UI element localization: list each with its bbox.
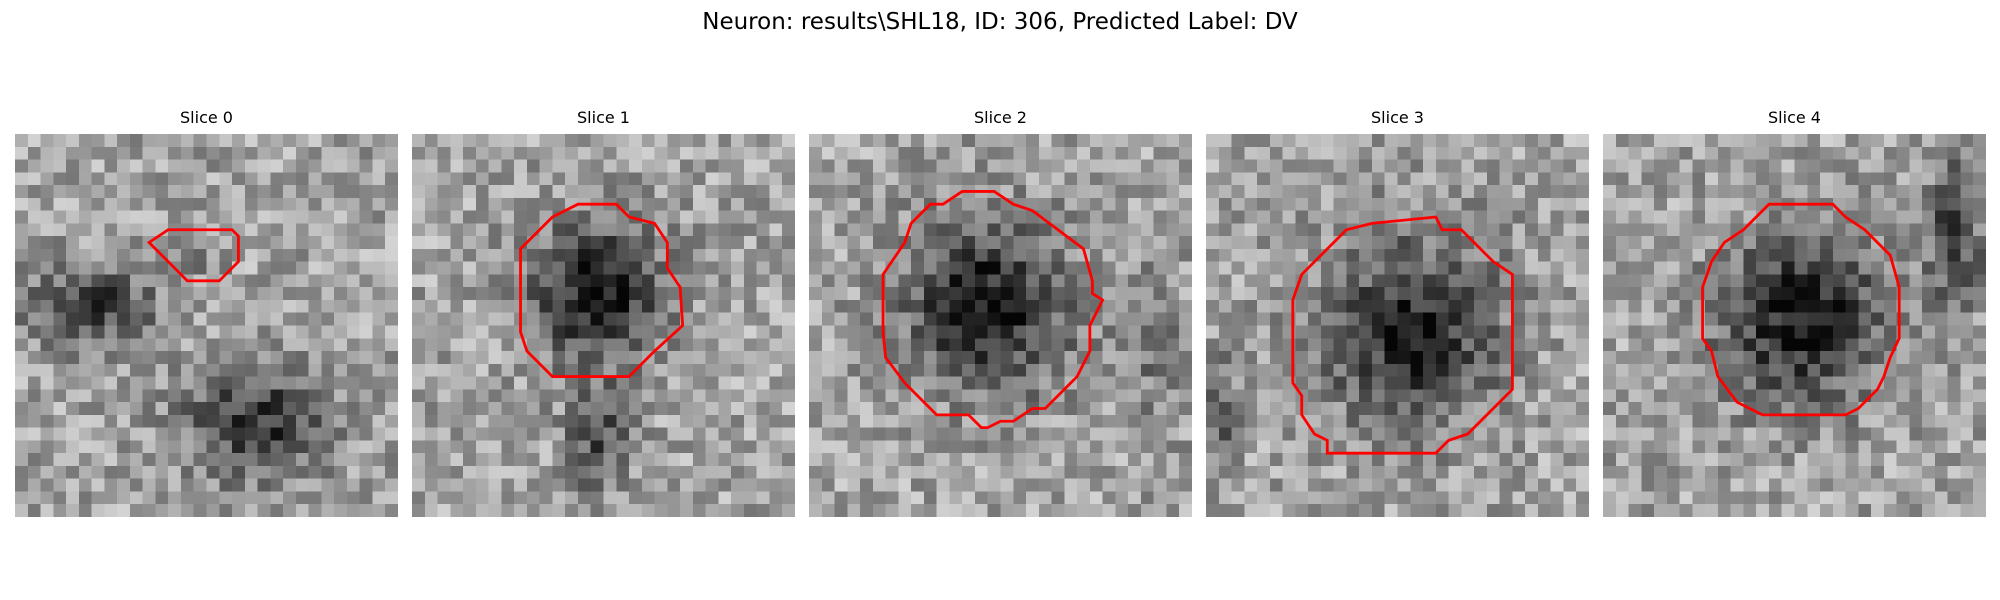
figure-title: Neuron: results\SHL18, ID: 306, Predicte…: [702, 9, 1298, 35]
slice-panel-2: Slice 2: [809, 108, 1192, 517]
slice-panel-4: Slice 4: [1603, 108, 1986, 517]
roi-contour: [146, 228, 240, 283]
slice-image-0: [15, 134, 398, 517]
slice-pixels: [412, 134, 795, 517]
slice-title-0: Slice 0: [180, 108, 233, 127]
slice-pixels: [809, 134, 1192, 517]
slice-title-2: Slice 2: [974, 108, 1027, 127]
slice-image-2: [809, 134, 1192, 517]
slice-image-3: [1206, 134, 1589, 517]
slice-panel-0: Slice 0: [15, 108, 398, 517]
slice-pixels: [1206, 134, 1589, 517]
slice-image-1: [412, 134, 795, 517]
slice-image-4: [1603, 134, 1986, 517]
slice-pixels: [1603, 134, 1986, 517]
roi-contour: [519, 202, 685, 378]
slice-panel-1: Slice 1: [412, 108, 795, 517]
slice-title-1: Slice 1: [577, 108, 630, 127]
slice-title-3: Slice 3: [1371, 108, 1424, 127]
roi-contour: [1701, 202, 1901, 417]
slice-pixels: [15, 134, 398, 517]
roi-contour: [1291, 215, 1514, 455]
slice-panel-3: Slice 3: [1206, 108, 1589, 517]
slice-title-4: Slice 4: [1768, 108, 1821, 127]
roi-contour: [881, 190, 1105, 430]
